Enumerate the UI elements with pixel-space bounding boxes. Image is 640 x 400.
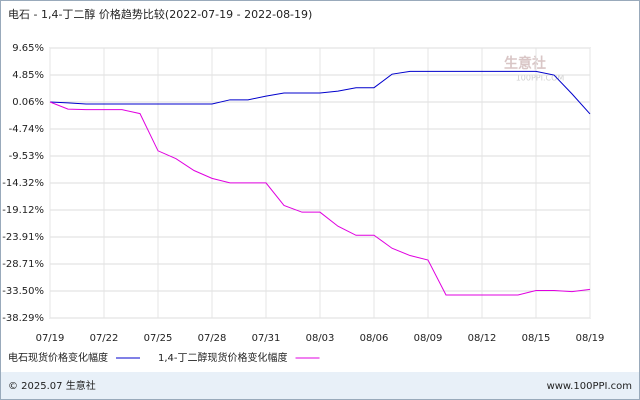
footer-right: www.100PPI.com xyxy=(547,381,632,392)
y-tick-label: -28.71% xyxy=(2,259,44,270)
footer-band xyxy=(1,372,639,399)
x-tick-label: 07/31 xyxy=(252,333,281,344)
x-tick-label: 07/25 xyxy=(144,333,173,344)
y-tick-label: -9.53% xyxy=(9,151,44,162)
y-tick-label: -38.29% xyxy=(2,313,44,324)
x-tick-label: 08/09 xyxy=(414,333,443,344)
y-tick-label: -19.12% xyxy=(2,205,44,216)
x-tick-label: 08/19 xyxy=(576,333,605,344)
footer-left: © 2025.07 生意社 xyxy=(8,379,96,392)
y-tick-label: -14.32% xyxy=(2,178,44,189)
chart-title: 电石 - 1,4-丁二醇 价格趋势比较(2022-07-19 - 2022-08… xyxy=(8,7,312,21)
x-tick-label: 07/28 xyxy=(198,333,227,344)
x-tick-label: 07/22 xyxy=(90,333,119,344)
legend-label: 电石现货价格变化幅度 xyxy=(8,351,108,364)
y-tick-label: 9.65% xyxy=(12,43,44,54)
y-tick-label: 0.06% xyxy=(12,97,44,108)
y-tick-label: 4.85% xyxy=(12,70,44,81)
x-tick-label: 08/03 xyxy=(306,333,335,344)
series-line xyxy=(49,101,591,296)
watermark-sub: 100PPI.COM xyxy=(516,74,565,83)
x-tick-label: 07/19 xyxy=(36,333,65,344)
y-tick-label: -23.91% xyxy=(2,232,44,243)
x-tick-label: 08/15 xyxy=(522,333,551,344)
y-tick-label: -4.74% xyxy=(9,124,44,135)
legend-label: 1,4-丁二醇现货价格变化幅度 xyxy=(158,351,288,364)
y-tick-label: -33.50% xyxy=(2,286,44,297)
series-line xyxy=(49,70,591,115)
watermark: 生意社 xyxy=(504,55,546,72)
x-tick-label: 08/06 xyxy=(360,333,389,344)
x-tick-label: 08/12 xyxy=(468,333,497,344)
